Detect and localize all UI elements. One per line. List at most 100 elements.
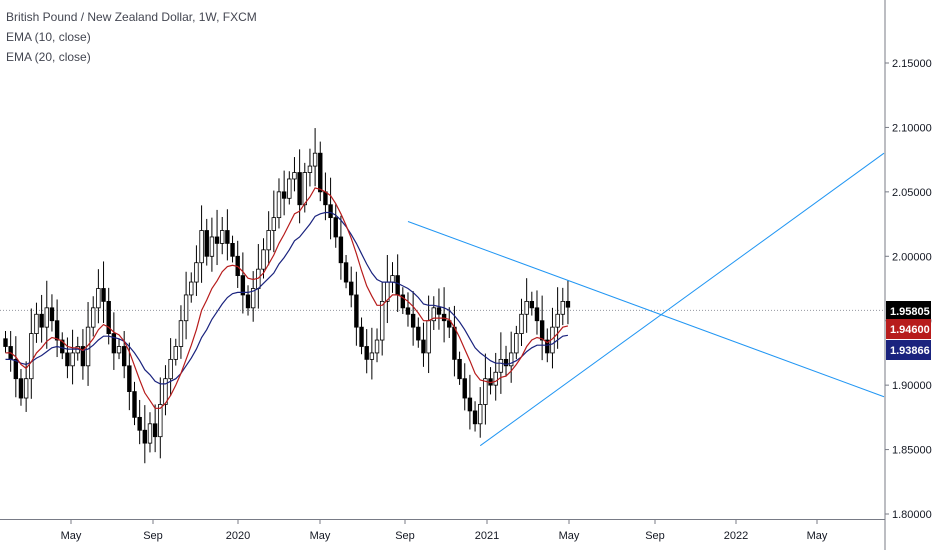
candle (230, 242, 235, 257)
candle (426, 320, 431, 354)
candle (152, 423, 158, 438)
candle (323, 191, 328, 206)
candle (302, 172, 307, 206)
time-tick-label: Sep (645, 530, 665, 542)
candle (60, 339, 65, 354)
ema20-price-tag-label: 1.93866 (890, 345, 930, 357)
candle (168, 358, 173, 380)
candle (472, 410, 478, 425)
candle (54, 320, 60, 341)
candle (514, 333, 519, 354)
candle (555, 313, 560, 328)
candle (452, 326, 457, 360)
candle (116, 346, 122, 354)
candle (106, 300, 111, 334)
candle (374, 339, 380, 354)
candle (292, 172, 297, 180)
candle (287, 178, 292, 199)
candle (132, 391, 137, 418)
time-tick-label: 2020 (226, 530, 250, 542)
candle (447, 320, 452, 328)
candle (189, 281, 194, 296)
price-tick-label: 2.15000 (892, 58, 932, 70)
candle (328, 204, 333, 219)
trendlines[interactable] (407, 152, 885, 447)
candle (204, 230, 209, 257)
candle (297, 172, 302, 206)
candle (545, 339, 550, 354)
ema20-price-tag: 1.93866 (886, 340, 931, 360)
candle (173, 346, 178, 360)
candle (508, 352, 514, 367)
candle (194, 262, 199, 283)
candle (158, 404, 163, 438)
ema20-legend[interactable]: EMA (20, close) (6, 50, 91, 64)
candle (312, 152, 318, 167)
candle (307, 165, 313, 173)
candle (359, 326, 364, 347)
last-price-tag: 1.95805 (886, 301, 931, 321)
candle (209, 236, 215, 257)
price-tick-label: 1.85000 (892, 445, 932, 457)
price-tick-label: 1.80000 (892, 509, 932, 521)
time-axis[interactable]: May Sep 2020 May Sep 2021 May Sep 2022 May (61, 520, 828, 542)
candle (338, 236, 344, 264)
candle (421, 339, 426, 354)
candle (436, 307, 442, 315)
candle (34, 313, 39, 334)
candle (240, 275, 246, 296)
candle (478, 404, 483, 425)
candle (163, 378, 168, 405)
candle (199, 230, 204, 264)
candle (23, 378, 29, 399)
candle (416, 326, 421, 341)
candle (225, 230, 230, 244)
last-price-tag-box (886, 301, 931, 321)
candle (503, 358, 509, 367)
time-tick-label: May (807, 530, 828, 542)
candle (343, 262, 349, 283)
legend: British Pound / New Zealand Dollar, 1W, … (6, 7, 257, 67)
candle (457, 358, 462, 380)
candle (3, 338, 8, 347)
ema10-line (5, 187, 569, 409)
candle (183, 294, 189, 322)
candle (354, 294, 359, 328)
candle (565, 300, 571, 308)
candle (431, 307, 436, 322)
candle (250, 288, 256, 309)
candle (462, 378, 467, 399)
trendline-1[interactable] (407, 221, 885, 398)
axis-lines (0, 0, 886, 550)
candle (441, 313, 447, 322)
ema20-price-tag-box (886, 340, 931, 360)
candle (369, 352, 375, 360)
candle (333, 217, 338, 238)
candle (276, 191, 282, 219)
ema10-price-tag-box (886, 319, 931, 339)
candle (214, 236, 220, 244)
candle (410, 313, 416, 328)
candle (266, 230, 271, 251)
price-tick-label: 2.10000 (892, 122, 932, 134)
candle (65, 352, 70, 367)
trendline-2[interactable] (479, 152, 885, 447)
candle (137, 416, 142, 431)
candle (467, 397, 473, 412)
candle (91, 307, 96, 328)
candle (96, 288, 101, 309)
chart-title[interactable]: British Pound / New Zealand Dollar, 1W, … (6, 10, 257, 24)
candle (80, 346, 86, 367)
ema10-legend[interactable]: EMA (10, close) (6, 30, 91, 44)
candle (534, 307, 540, 322)
price-tick-label: 2.00000 (892, 251, 932, 263)
candle (483, 378, 488, 405)
candle (111, 333, 117, 354)
time-tick-label: Sep (395, 530, 415, 542)
candle (29, 333, 34, 380)
candle (493, 371, 498, 386)
candle (281, 191, 287, 199)
candle (147, 423, 153, 444)
